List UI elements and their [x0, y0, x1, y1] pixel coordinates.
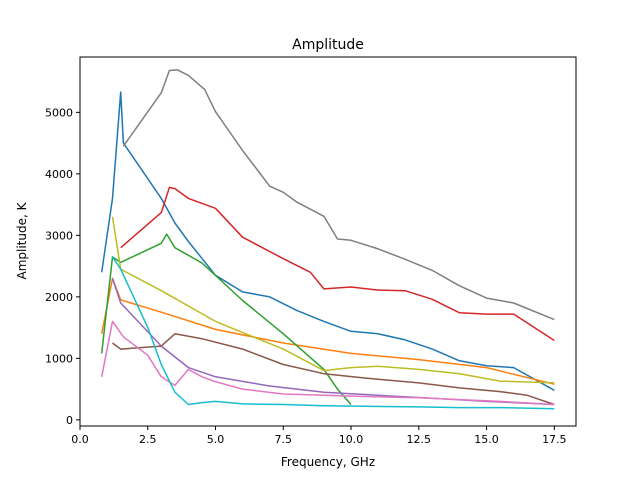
y-tick-label: 4000 — [45, 168, 73, 181]
y-axis-label: Amplitude, K — [15, 201, 29, 279]
y-tick-label: 0 — [66, 414, 73, 427]
series-line-9 — [111, 216, 555, 384]
y-tick-label: 2000 — [45, 291, 73, 304]
x-tick-label: 17.5 — [542, 433, 567, 446]
series-line-4 — [120, 186, 555, 342]
y-tick-label: 3000 — [45, 229, 73, 242]
y-tick-label: 5000 — [45, 106, 73, 119]
x-tick-label: 0.0 — [71, 433, 89, 446]
y-tick-label: 1000 — [45, 352, 73, 365]
series-line-7 — [100, 320, 555, 406]
series-line-10 — [111, 256, 555, 410]
x-tick-label: 7.5 — [275, 433, 293, 446]
series-line-6 — [112, 333, 555, 406]
plot-frame — [79, 56, 577, 427]
series-line-1 — [100, 91, 555, 391]
x-tick-label: 2.5 — [139, 433, 157, 446]
x-tick-label: 12.5 — [407, 433, 432, 446]
series-line-8 — [122, 69, 555, 321]
x-tick-label: 5.0 — [207, 433, 225, 446]
x-axis-label: Frequency, GHz — [281, 455, 375, 469]
x-tick-label: 15.0 — [474, 433, 499, 446]
chart-title: Amplitude — [292, 37, 364, 53]
x-tick-label: 10.0 — [339, 433, 364, 446]
